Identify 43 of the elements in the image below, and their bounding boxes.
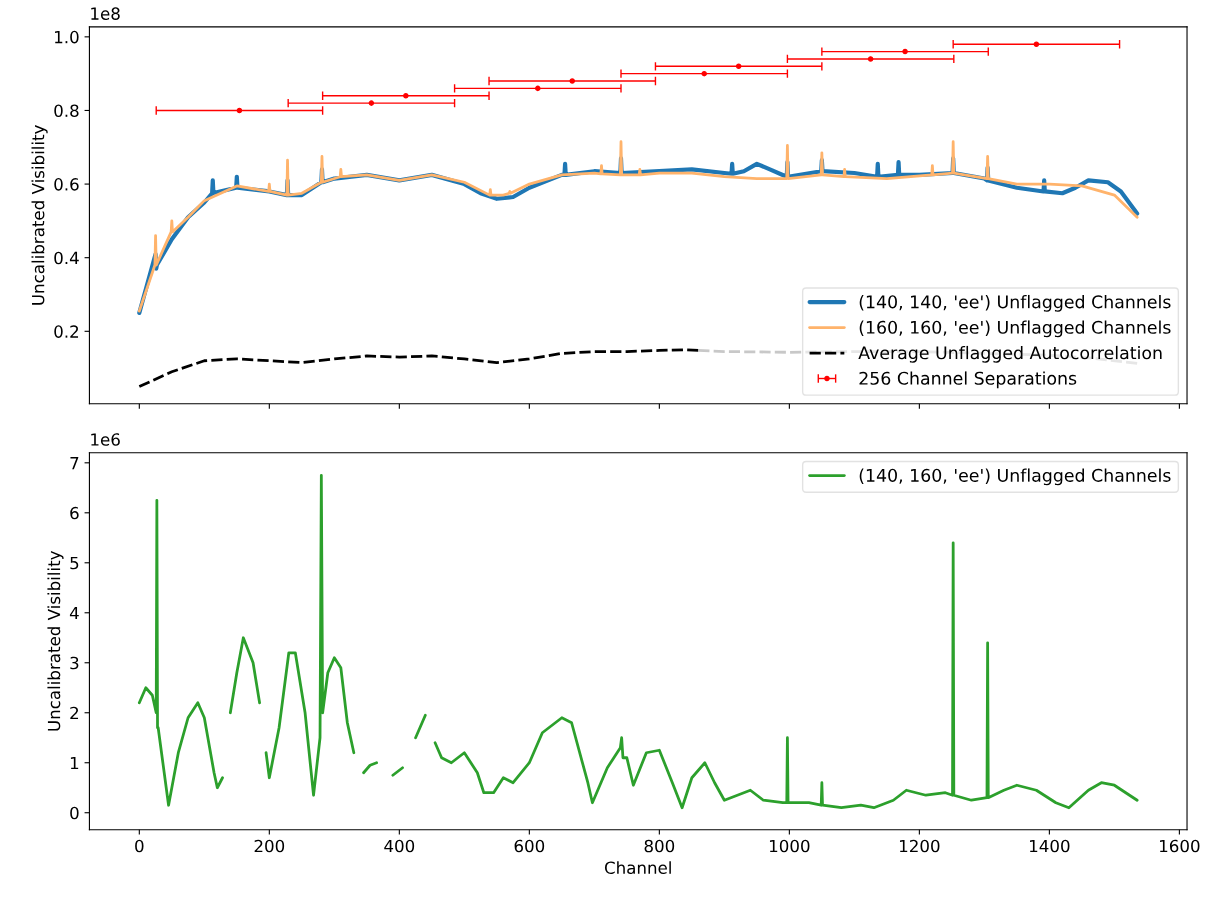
x-tick-label: 600 (514, 839, 545, 853)
point (535, 85, 541, 92)
y-tick-label: 4 (69, 606, 79, 620)
y-tick-label: 1.0 (55, 30, 79, 44)
point (403, 92, 409, 99)
legend-label: 256 Channel Separations (859, 371, 1077, 389)
x-tick-label: 1200 (899, 839, 940, 853)
x-tick-label: 1600 (1160, 839, 1200, 853)
line-series (137, 348, 700, 388)
point (368, 100, 375, 106)
x-tick-label: 200 (254, 839, 285, 853)
x-tick-label: 1000 (769, 839, 810, 853)
y-axis-title: Uncalibrated Visibility (47, 550, 64, 731)
point (902, 48, 908, 55)
y-tick-label: 2 (70, 706, 79, 720)
y-axis-title: Uncalibrated Visibility (31, 125, 48, 305)
y-tick-label: 6 (70, 506, 79, 520)
legend-label: (140, 140, 'ee') Unflagged Channels (859, 294, 1171, 312)
text: 1e8 (91, 7, 120, 20)
x-tick-label: 800 (644, 839, 675, 853)
legend-label: (160, 160, 'ee') Unflagged Channels (859, 320, 1171, 338)
point (1033, 41, 1040, 47)
y-tick-label: 0.6 (54, 178, 79, 191)
x-tick-label: 400 (384, 839, 415, 853)
point (236, 107, 243, 114)
y-tick-label: 0 (70, 806, 79, 820)
y-tick-label: 1 (70, 756, 79, 770)
legend-label: Average Unflagged Autocorrelation (858, 345, 1162, 363)
y-tick-label: 7 (70, 457, 79, 470)
point (701, 70, 707, 77)
y-tick-label: 0.8 (54, 104, 79, 118)
text: 1e6 (91, 433, 120, 446)
point (867, 56, 874, 62)
x-tick-label: 1400 (1030, 839, 1070, 853)
y-tick-label: 0.2 (54, 325, 79, 338)
x-tick-label: 0 (135, 839, 144, 853)
x-axis-title: Channel (604, 861, 671, 875)
y-tick-label: 3 (70, 656, 79, 670)
y-tick-label: 0.4 (54, 251, 79, 265)
point (569, 78, 576, 84)
point (735, 63, 742, 70)
y-tick-label: 5 (70, 556, 79, 570)
legend-label: (140, 160, 'ee') Unflagged Channels (859, 468, 1171, 486)
